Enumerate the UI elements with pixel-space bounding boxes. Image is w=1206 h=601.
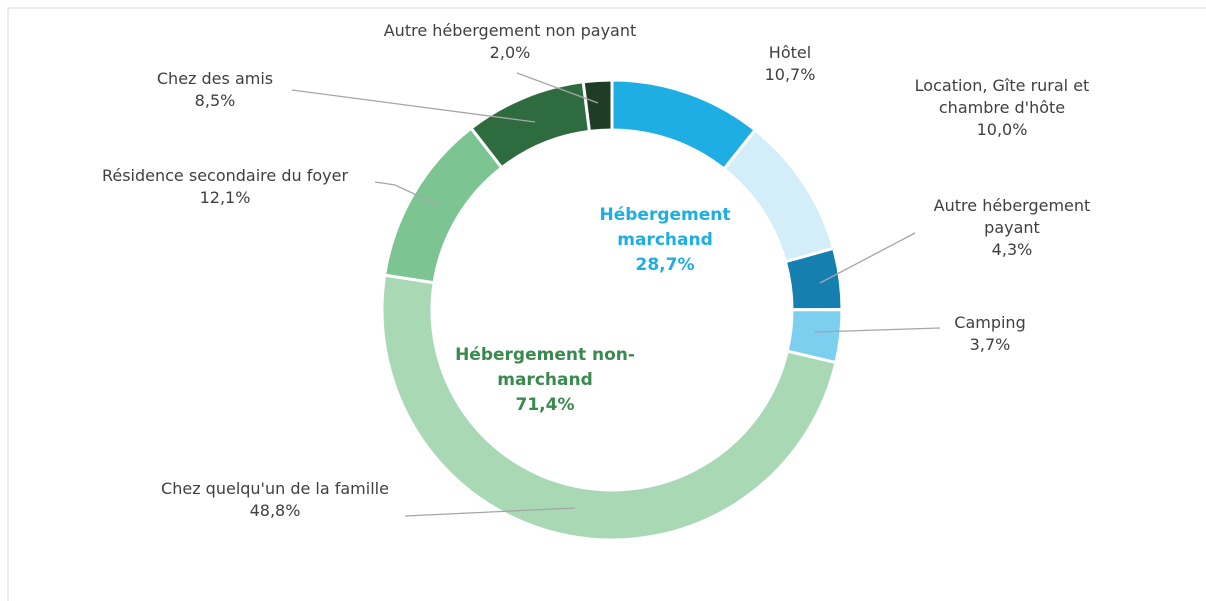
category-name: Chez des amis: [156, 69, 274, 88]
leader-line: [814, 327, 941, 333]
leader-line: [374, 181, 439, 206]
category-name: Chez quelqu'un de la famille: [161, 479, 389, 498]
category-name: Hôtel: [768, 43, 812, 62]
group-name: Hébergement marchand: [599, 205, 731, 250]
slice-label: Location, Gîte rural et chambre d'hôte 10…: [892, 75, 1112, 141]
slice: [382, 126, 504, 285]
slice-label: Hôtel 10,7%: [730, 42, 850, 86]
leader-line: [516, 72, 599, 104]
slice-label: Autre hébergement non payant 2,0%: [340, 20, 680, 64]
leader-line: [819, 232, 916, 284]
category-name: Camping: [954, 313, 1026, 332]
category-name: Autre hébergement non payant: [383, 21, 637, 40]
slice: [380, 273, 838, 542]
category-name: Résidence secondaire du foyer: [101, 166, 349, 185]
group-value: 71,4%: [515, 395, 575, 415]
group-label: Hébergement marchand 28,7%: [565, 203, 765, 278]
leader-line: [291, 89, 536, 123]
slice-label: Autre hébergement payant 4,3%: [912, 195, 1112, 261]
slice-label: Camping 3,7%: [920, 312, 1060, 356]
category-name: Location, Gîte rural et chambre d'hôte: [914, 76, 1090, 117]
group-label: Hébergement non-marchand 71,4%: [445, 343, 645, 418]
value-label: 3,7%: [969, 335, 1011, 354]
frame: [7, 7, 1206, 601]
slice-label: Chez quelqu'un de la famille 48,8%: [160, 478, 390, 522]
group-name: Hébergement non-marchand: [455, 345, 635, 390]
value-label: 12,1%: [199, 188, 251, 207]
value-label: 10,7%: [764, 65, 816, 84]
slice-label: Chez des amis 8,5%: [115, 68, 315, 112]
value-label: 2,0%: [489, 43, 531, 62]
slice-label: Résidence secondaire du foyer 12,1%: [65, 165, 385, 209]
category-name: Autre hébergement payant: [933, 196, 1091, 237]
slice: [581, 78, 614, 134]
leader-line: [404, 507, 576, 517]
value-label: 4,3%: [991, 240, 1033, 259]
value-label: 8,5%: [194, 91, 236, 110]
value-label: 48,8%: [249, 501, 301, 520]
group-value: 28,7%: [635, 255, 695, 275]
value-label: 10,0%: [976, 120, 1028, 139]
